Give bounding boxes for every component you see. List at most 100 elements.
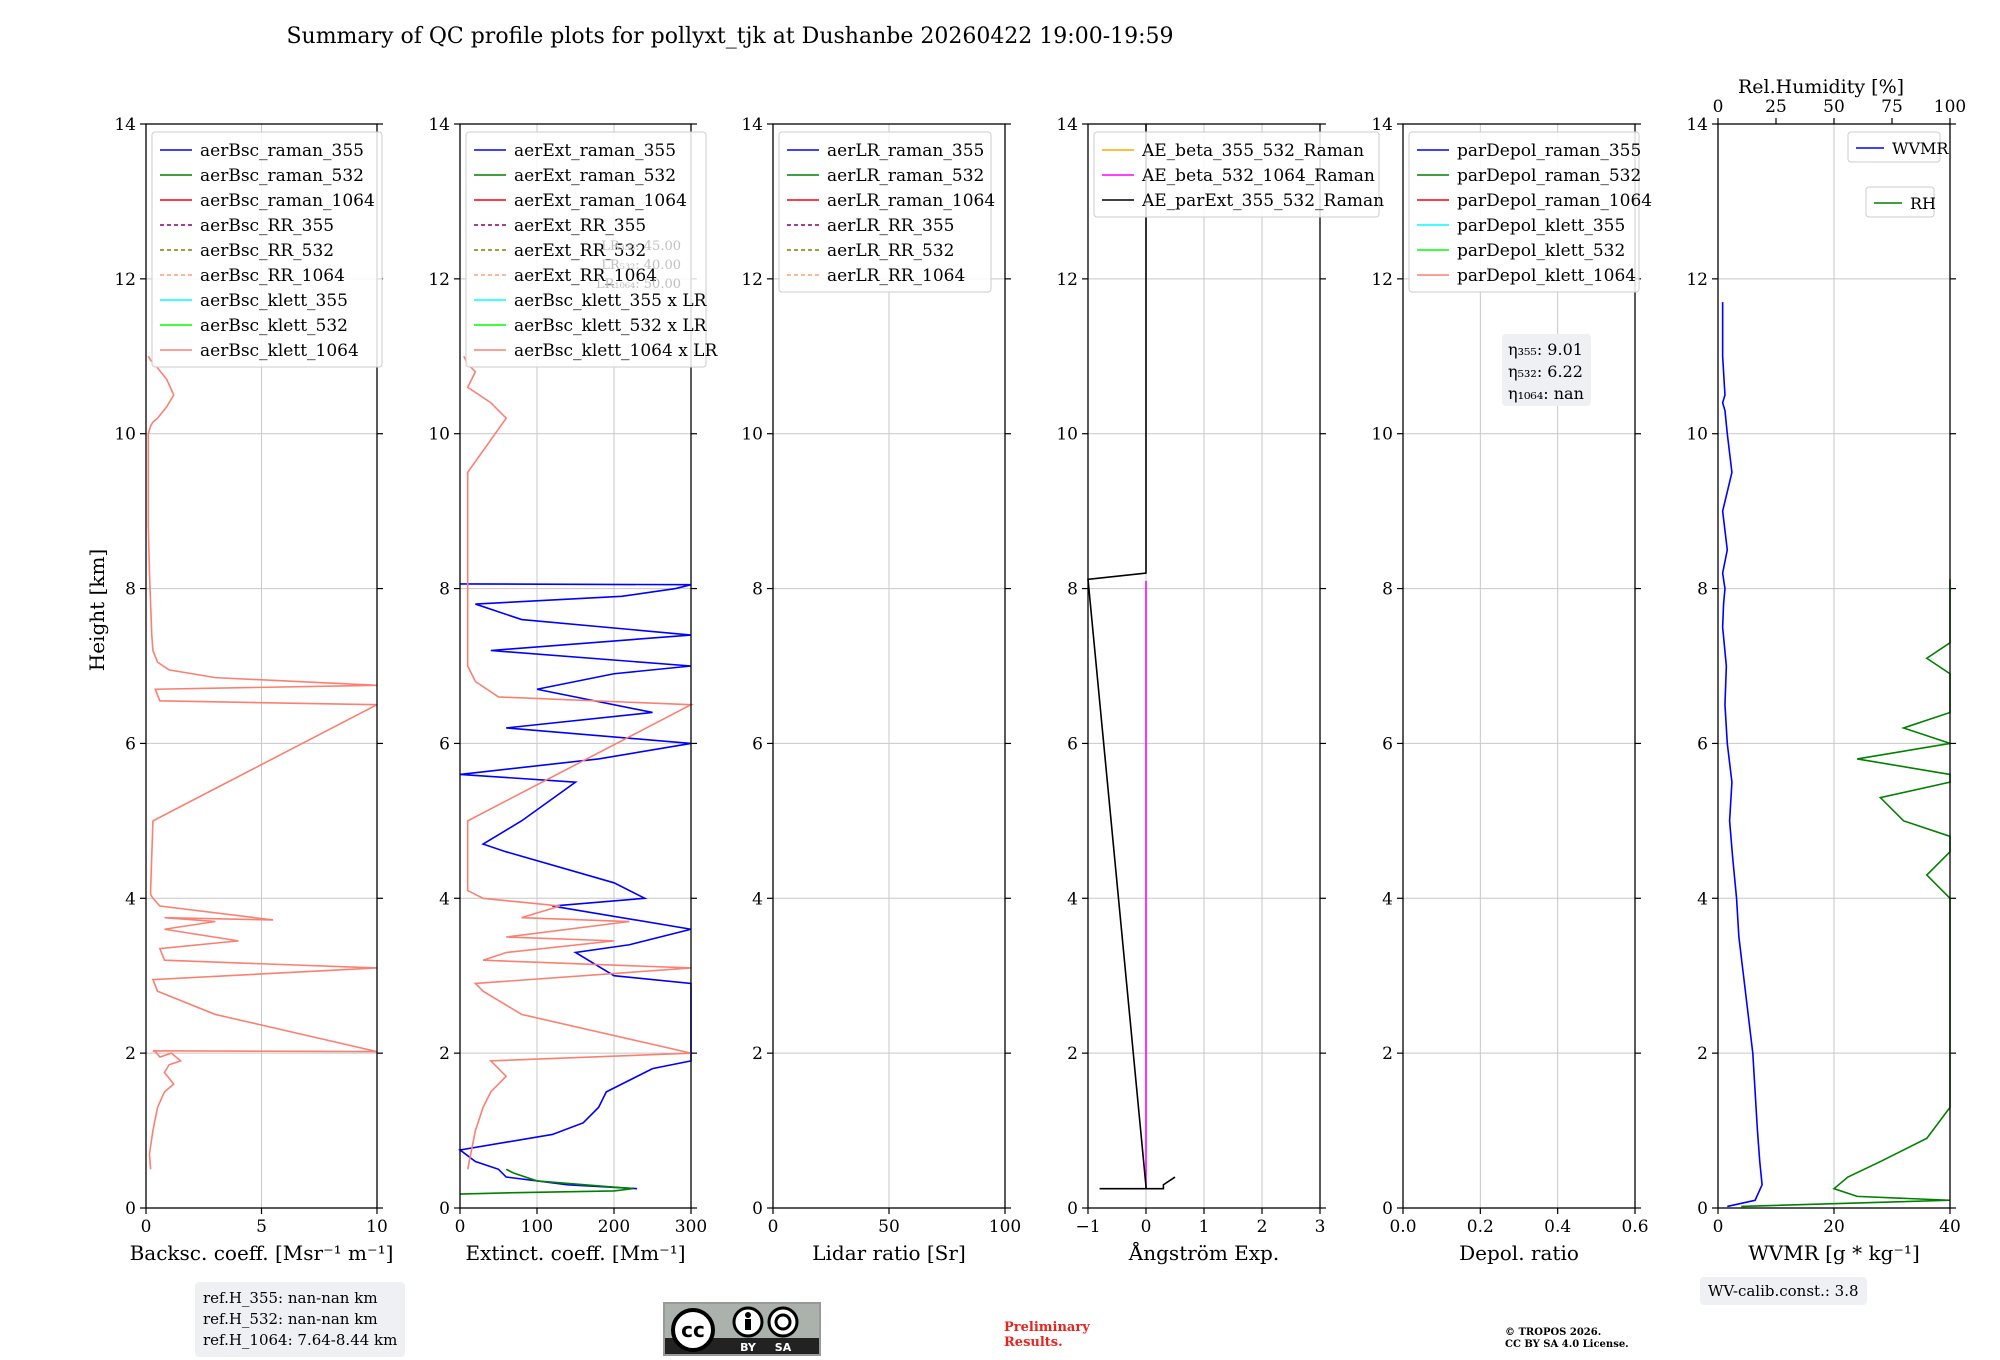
y-tick-label: 12 [1371, 270, 1393, 290]
y-tick-label: 10 [741, 425, 763, 445]
y-tick-label: 10 [1371, 425, 1393, 445]
axes-frame [459, 123, 692, 1209]
x-tick-label: 10 [366, 1217, 388, 1237]
y-tick-label: 6 [1382, 734, 1393, 754]
y-tick-label: 14 [1371, 115, 1393, 135]
legend-box [465, 131, 707, 368]
top-x-tick-label: 50 [1823, 97, 1845, 117]
x-tick-label: 0.0 [1389, 1217, 1416, 1237]
lr-label: LR₁₀₆₄: 50.00 [596, 277, 681, 292]
y-tick-label: 8 [1697, 580, 1708, 600]
x-tick-label: 0 [1141, 1217, 1152, 1237]
y-tick-label: 4 [752, 889, 763, 909]
legend-label: aerLR_raman_355 [827, 141, 984, 161]
series-RH [1741, 579, 1951, 1208]
legend-label: aerExt_RR_1064 [514, 266, 657, 286]
series-aerBsc_klett_1064 x LR [463, 355, 695, 1170]
legend-label: aerBsc_klett_355 x LR [514, 291, 708, 311]
chart-panel-5: 0.0 0.2 0.4 0.6 0 2 4 6 8 10 12 14 Depol. ratio parDe… [1371, 115, 1652, 1265]
ref-h-355: ref.H_355: nan-nan km [203, 1289, 378, 1307]
y-tick-label: 4 [1697, 889, 1708, 909]
legend-label: aerBsc_raman_355 [200, 141, 364, 161]
y-tick-label: 12 [428, 270, 450, 290]
copyright-note: © TROPOS 2026. CC BY SA 4.0 License. [1505, 1327, 1629, 1351]
x-tick-label: 300 [675, 1217, 707, 1237]
y-tick-label: 12 [114, 270, 136, 290]
y-tick-label: 10 [1056, 425, 1078, 445]
y-tick-label: 6 [125, 734, 136, 754]
sa-icon [767, 1306, 799, 1338]
x-axis-label: Depol. ratio [1459, 1241, 1579, 1265]
x-axis-label: Ångström Exp. [1128, 1240, 1279, 1265]
legend-label: WVMR [1892, 139, 1949, 158]
legend-box [1093, 131, 1380, 218]
y-axis-label: Height [km] [85, 549, 109, 671]
figure-title: Summary of QC profile plots for pollyxt_… [286, 24, 1173, 49]
legend-label: aerExt_RR_355 [514, 216, 646, 236]
x-axis-label: Lidar ratio [Sr] [812, 1241, 966, 1265]
x-tick-label: 5 [256, 1217, 267, 1237]
y-tick-label: 0 [1697, 1199, 1708, 1219]
y-tick-label: 2 [125, 1044, 136, 1064]
y-tick-label: 10 [1686, 425, 1708, 445]
legend-label: aerLR_raman_532 [827, 166, 984, 186]
legend-label: aerBsc_klett_532 [200, 316, 348, 336]
legend-label: aerLR_raman_1064 [827, 191, 995, 211]
y-tick-label: 8 [1382, 580, 1393, 600]
legend-label: aerBsc_klett_355 [200, 291, 348, 311]
legend-label: aerExt_raman_355 [514, 141, 676, 161]
x-tick-label: 0 [141, 1217, 152, 1237]
x-tick-label: 200 [598, 1217, 630, 1237]
y-tick-label: 6 [752, 734, 763, 754]
legend-label: aerLR_RR_355 [827, 216, 954, 236]
x-tick-label: 0 [455, 1217, 466, 1237]
legend-label: aerBsc_RR_1064 [200, 266, 345, 286]
y-tick-label: 6 [439, 734, 450, 754]
preliminary-line-2: Results. [1004, 1335, 1063, 1350]
sa-label: SA [775, 1341, 792, 1354]
wv-calib-box: WV-calib.const.: 3.8 [1700, 1277, 1867, 1305]
y-tick-label: 14 [114, 115, 136, 135]
y-tick-label: 4 [1382, 889, 1393, 909]
legend-label: AE_parExt_355_532_Raman [1141, 191, 1384, 211]
top-x-tick-label: 25 [1765, 97, 1787, 117]
x-tick-label: 50 [878, 1217, 900, 1237]
x-tick-label: 0.4 [1544, 1217, 1571, 1237]
y-tick-label: 10 [114, 425, 136, 445]
series-aerBsc_klett_1064 [147, 355, 378, 1170]
y-tick-label: 2 [1067, 1044, 1078, 1064]
legend-label: aerBsc_raman_532 [200, 166, 364, 186]
x-tick-label: 3 [1315, 1217, 1326, 1237]
legend-label: parDepol_klett_1064 [1457, 266, 1636, 286]
x-tick-label: 0.2 [1467, 1217, 1494, 1237]
x-tick-label: 20 [1823, 1217, 1845, 1237]
cc-icon [671, 1308, 715, 1352]
legend-label: aerExt_RR_532 [514, 241, 646, 261]
legend-label: aerExt_raman_1064 [514, 191, 687, 211]
preliminary-line-1: Preliminary [1004, 1320, 1090, 1335]
legend-box [151, 131, 383, 368]
top-x-tick-label: 75 [1881, 97, 1903, 117]
y-tick-label: 4 [1067, 889, 1078, 909]
preliminary-results-note: Preliminary Results. [1004, 1320, 1090, 1350]
svg-text:cc: cc [681, 1318, 705, 1342]
legend-label: aerBsc_RR_355 [200, 216, 334, 236]
legend-label: AE_beta_355_532_Raman [1141, 141, 1364, 161]
legend-box [778, 131, 992, 293]
chart-panel-2: 0 100 200 300 0 2 4 6 8 10 12 14 Extinct. coeff. [Mm… [428, 115, 718, 1265]
chart-panel-1: 0 5 10 0 2 4 6 8 10 12 14 Backsc. coeff. [Msr⁻¹ m⁻¹… [114, 115, 393, 1265]
series-aerExt_raman_532 [459, 1168, 634, 1195]
y-tick-label: 6 [1067, 734, 1078, 754]
axes-frame [1087, 123, 1321, 1209]
y-tick-label: 0 [1067, 1199, 1078, 1219]
legend-label: aerBsc_klett_1064 [200, 341, 359, 361]
y-tick-label: 10 [428, 425, 450, 445]
y-tick-label: 0 [1382, 1199, 1393, 1219]
legend-label: parDepol_klett_532 [1457, 241, 1625, 261]
x-axis-label: WVMR [g * kg⁻¹] [1748, 1241, 1920, 1265]
ref-height-box: ref.H_355: nan-nan km ref.H_532: nan-nan… [195, 1282, 406, 1357]
eta-box [1502, 334, 1591, 406]
legend-label: parDepol_raman_1064 [1457, 191, 1652, 211]
rh-axis-label: Rel.Humidity [%] [1738, 76, 1904, 98]
